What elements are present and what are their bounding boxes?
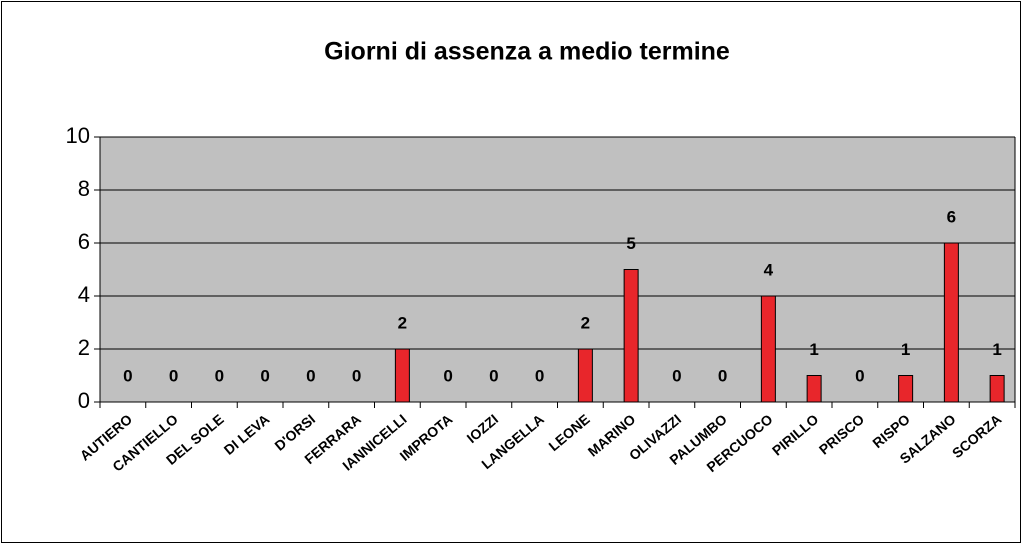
data-label: 6 xyxy=(947,207,956,226)
y-tick-label: 0 xyxy=(78,388,90,413)
plot-area xyxy=(100,137,1015,402)
bar xyxy=(623,269,639,403)
data-label: 0 xyxy=(169,366,178,385)
bar xyxy=(943,242,959,403)
chart-title: Giorni di assenza a medio termine xyxy=(324,38,730,66)
data-label: 0 xyxy=(260,366,269,385)
data-label: 2 xyxy=(398,313,407,332)
y-tick-label: 2 xyxy=(78,335,90,360)
bar xyxy=(577,348,593,403)
data-label: 0 xyxy=(123,366,132,385)
data-label: 0 xyxy=(215,366,224,385)
data-label: 0 xyxy=(489,366,498,385)
y-tick-label: 4 xyxy=(78,282,90,307)
data-label: 1 xyxy=(901,340,910,359)
bar xyxy=(760,295,776,403)
data-label: 0 xyxy=(855,366,864,385)
bar xyxy=(898,375,914,403)
data-label: 0 xyxy=(672,366,681,385)
data-label: 0 xyxy=(306,366,315,385)
data-label: 4 xyxy=(764,260,774,279)
data-label: 1 xyxy=(992,340,1001,359)
y-tick-label: 6 xyxy=(78,229,90,254)
bar xyxy=(394,348,410,403)
data-label: 5 xyxy=(626,234,635,253)
data-label: 1 xyxy=(809,340,818,359)
y-tick-label: 8 xyxy=(78,176,90,201)
data-label: 0 xyxy=(352,366,361,385)
data-label: 0 xyxy=(535,366,544,385)
y-tick-label: 10 xyxy=(66,123,90,148)
bar xyxy=(989,375,1005,403)
data-label: 0 xyxy=(718,366,727,385)
data-label: 2 xyxy=(581,313,590,332)
data-label: 0 xyxy=(443,366,452,385)
bar xyxy=(806,375,822,403)
